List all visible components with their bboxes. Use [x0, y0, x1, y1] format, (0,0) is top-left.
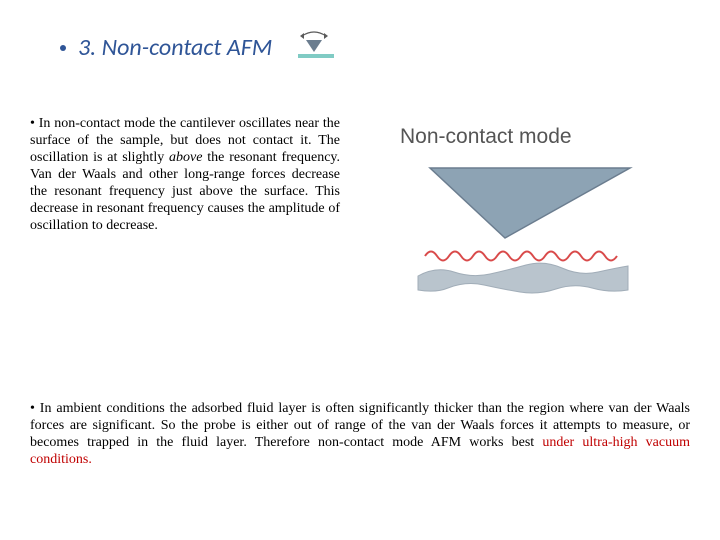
top-section: • In non-contact mode the cantilever osc… [30, 115, 690, 234]
noncontact-mode-diagram [370, 160, 670, 300]
afm-tip-icon [292, 30, 338, 65]
heading-bullet [60, 45, 66, 51]
paragraph-1: • In non-contact mode the cantilever osc… [30, 115, 340, 234]
p1-bullet: • [30, 116, 39, 131]
heading-text: 3. Non-contact AFM [78, 33, 272, 62]
p1-italic: above [169, 150, 202, 165]
p2-bullet: • [30, 401, 40, 416]
diagram-label: Non-contact mode [400, 125, 572, 149]
heading-row: 3. Non-contact AFM [60, 30, 338, 65]
diagram-area: Non-contact mode [370, 115, 690, 234]
paragraph-2: • In ambient conditions the adsorbed flu… [30, 400, 690, 468]
